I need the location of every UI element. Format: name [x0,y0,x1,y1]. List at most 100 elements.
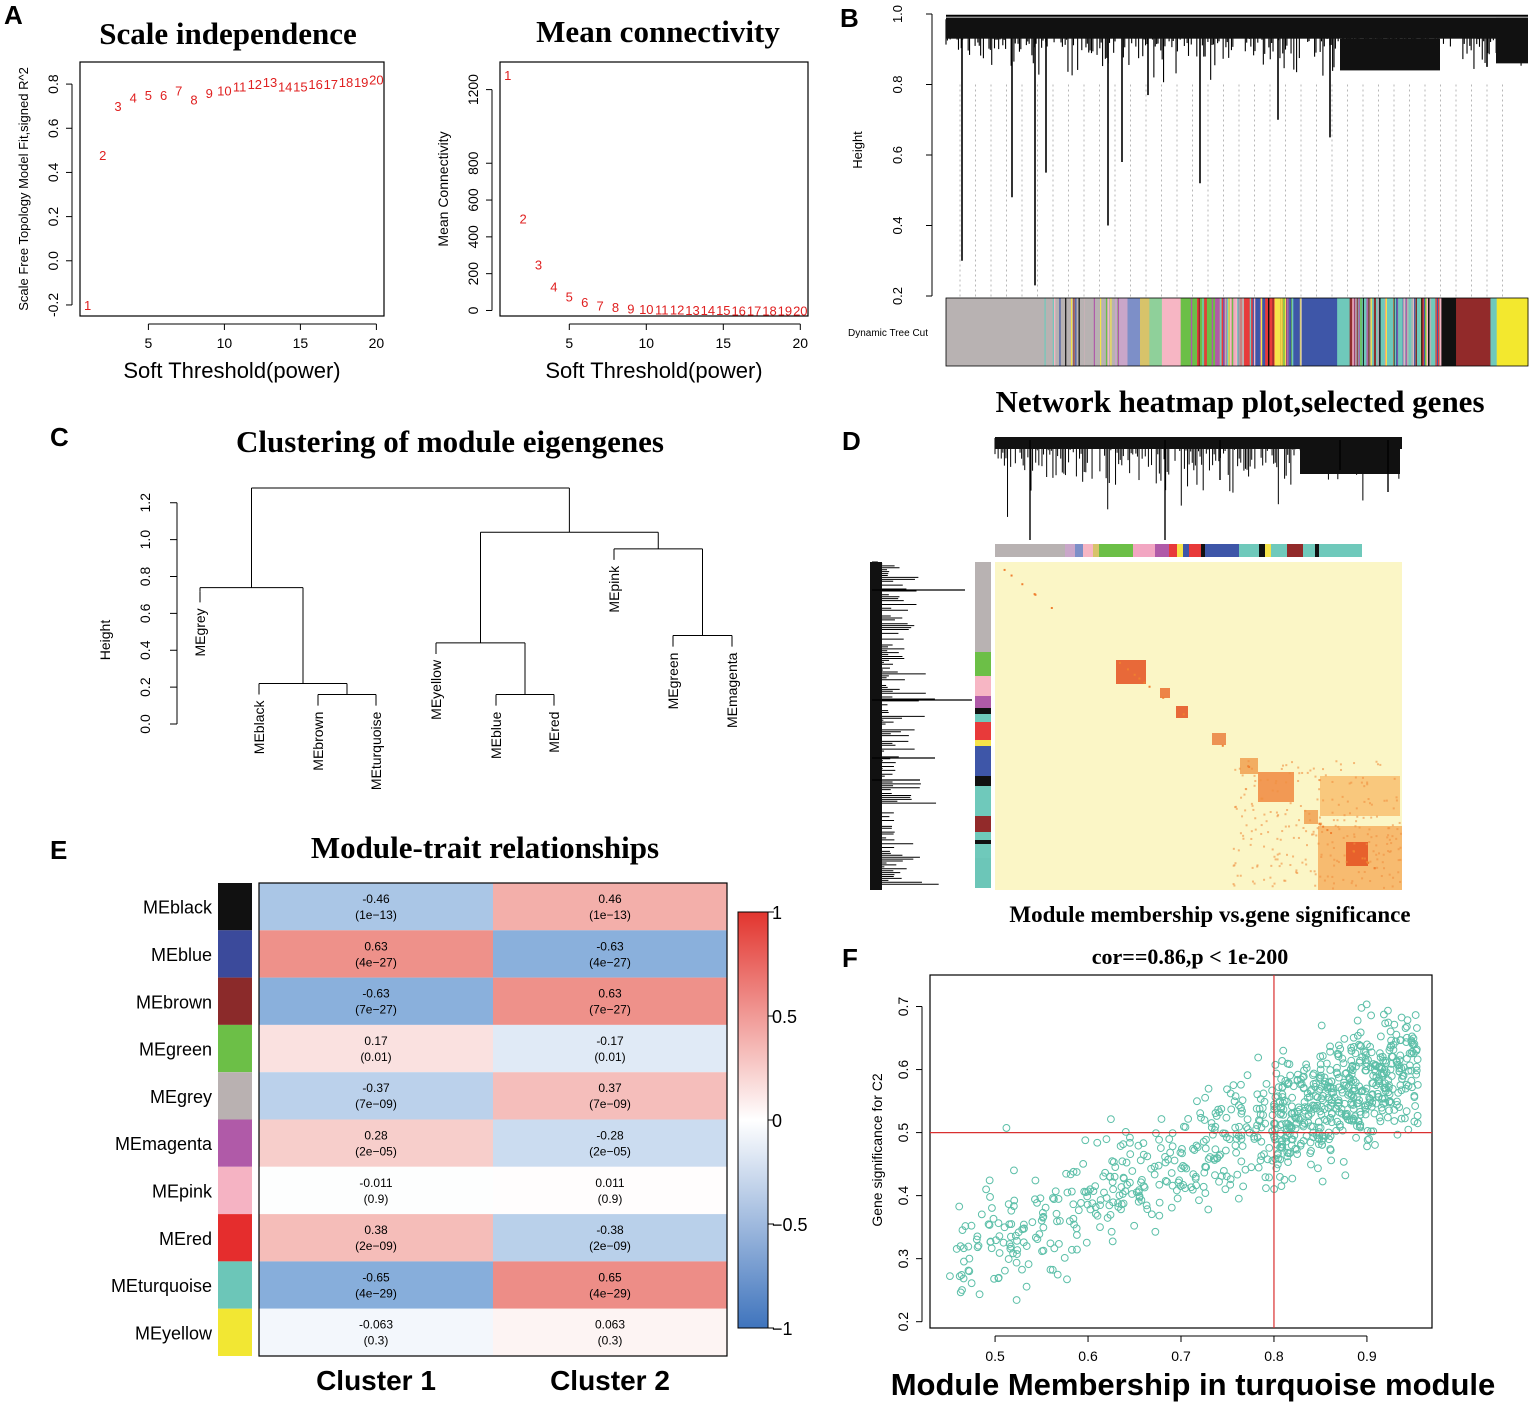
scatter-point [1292,1145,1301,1154]
scatter-point [1367,1011,1375,1020]
heatmap-speckle [1363,800,1366,803]
mean-connectivity-y-tick-label: 600 [465,188,481,212]
eig-y-label: Height [97,620,113,661]
scatter-point [1007,1220,1016,1228]
heatmap-speckle [1392,807,1395,810]
heatmap-speckle [1356,815,1359,818]
mean-connectivity-point-label: 6 [581,295,588,310]
heatmap-speckle [1297,766,1300,769]
cell-correlation: -0.011 [359,1176,392,1190]
scatter-point [1393,1130,1402,1139]
scatter-point [1120,1174,1128,1183]
heatmap-speckle [1385,799,1388,802]
scatter-point [1277,1182,1286,1191]
heatmap-speckle [1353,762,1356,765]
heatmap-speckle [1391,824,1394,827]
scatter-point [1289,1082,1298,1091]
scatter-point [1067,1187,1076,1196]
scatter-point [1121,1128,1130,1136]
scatter-point [1408,1032,1416,1041]
scatter-x-tick-label: 0.6 [1078,1348,1098,1364]
scatter-point [1326,1082,1334,1091]
heatmap-speckle [1256,865,1259,868]
colorbar-tick-label: 0 [772,1111,782,1131]
heatmap-speckle [1253,774,1256,777]
scatter-point [1135,1186,1144,1194]
heatmap-speckle [1306,771,1309,774]
mean-connectivity-frame [499,61,809,317]
scatter-point [1397,1114,1406,1123]
cell-correlation: 0.28 [364,1129,388,1143]
scatter-point [1355,1040,1363,1049]
heatmap-speckle [1342,836,1345,839]
heatmap-speckle [1275,780,1278,783]
heatmap-speckle [1353,835,1356,838]
scatter-point [1163,1177,1171,1186]
scatter-point [1389,1045,1398,1054]
heatmap-left-color-segment [975,840,991,844]
heatmap-speckle [1337,825,1340,828]
scatter-point [1309,1071,1317,1080]
scatter-point [1170,1156,1179,1165]
heatmap-speckle [1332,819,1335,822]
scatter-point [1334,1073,1343,1082]
heatmap-speckle [1304,809,1307,812]
scatter-point [985,1221,994,1229]
scatter-point [1210,1156,1219,1164]
heatmap-module-block [1346,842,1368,866]
heatmap-left-canopy [870,562,882,890]
cell-correlation: 0.65 [598,1270,622,1284]
heatmap-speckle [1266,778,1269,781]
heatmap-speckle [1324,774,1327,777]
scatter-y-tick-label: 0.5 [895,1123,911,1143]
scatter-point [1327,1077,1336,1086]
scatter-point [1143,1152,1152,1161]
module-color-segment [1252,298,1266,366]
heatmap-speckle [1245,788,1248,791]
heatmap-speckle [1297,779,1300,782]
heatmap-speckle [1253,784,1256,787]
heatmap-module-block [1160,688,1170,698]
heatmap-speckle [1336,819,1339,822]
module-color-stripe [1197,298,1200,366]
heatmap-speckle [1284,879,1287,882]
eig-leaf-label: MEblue [488,711,504,759]
heatmap-speckle [1312,767,1315,770]
colorbar-tick-label: 1 [772,903,782,923]
scatter-point [1297,1075,1305,1084]
scatter-point [1238,1142,1247,1150]
scale-independence-x-tick-label: 15 [293,335,309,351]
network-heatmap-title: Network heatmap plot,selected genes [995,384,1485,419]
scatter-point [1109,1185,1118,1194]
scatter-point [1281,1077,1290,1085]
scale-independence-title: Scale independence [99,16,357,51]
trait-column-label: Cluster 2 [550,1365,670,1396]
module-color-stripe [1235,298,1238,366]
module-row-label: MEblack [143,898,213,918]
scatter-point [1255,1104,1264,1113]
scatter-point [1237,1080,1245,1089]
heatmap-speckle [1343,854,1346,857]
heatmap-speckle [1353,833,1356,836]
scatter-point [1293,1150,1302,1159]
scatter-point [1296,1114,1305,1122]
heatmap-top-color-segment [1315,544,1319,557]
scatter-y-tick-label: 0.7 [895,997,911,1017]
module-color-segment [1337,298,1351,366]
scatter-point [1257,1123,1266,1132]
scatter-point [1117,1183,1126,1191]
heatmap-speckle [1277,814,1280,817]
module-color-stripe [1078,298,1080,366]
trait-cell-cluster1 [259,1072,493,1120]
scatter-point [1239,1182,1248,1191]
heatmap-left-color-segment [975,562,991,652]
scatter-point [1253,1121,1262,1130]
scatter-point [1281,1133,1290,1142]
module-color-stripe [1044,298,1046,366]
scatter-x-tick-label: 0.9 [1357,1348,1377,1364]
heatmap-speckle [1332,887,1335,890]
scatter-point [1039,1213,1047,1222]
trait-cell-cluster2 [493,977,727,1025]
eigengene-dendrogram: 0.0 0.2 0.4 0.6 0.8 1.0 1.2 Height MEgrey MEblack… [97,487,740,790]
scatter-point [1150,1170,1159,1179]
